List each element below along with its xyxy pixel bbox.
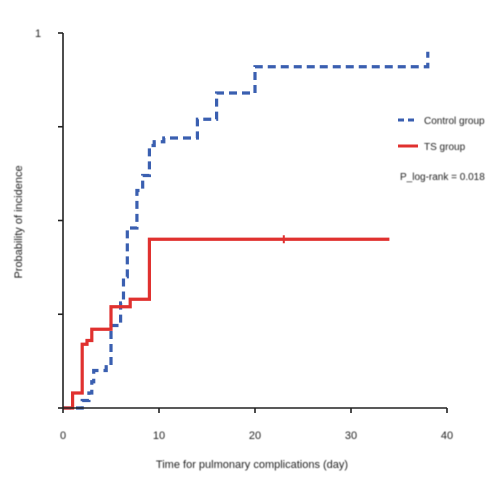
x-tick-label: 40 (441, 430, 453, 442)
x-tick-label: 20 (249, 430, 261, 442)
x-tick-label: 10 (153, 430, 165, 442)
axes: 0 10 20 30 40 1 (35, 28, 453, 442)
y-tick-label: 1 (35, 28, 41, 40)
plot-area (63, 51, 430, 410)
y-axis-title: Probability of incidence (13, 165, 25, 278)
x-tick-label: 0 (60, 430, 66, 442)
p-value-annotation: P_log-rank = 0.018 (400, 172, 485, 183)
legend-label-ts: TS group (424, 142, 466, 153)
x-tick-label: 30 (345, 430, 357, 442)
ts-group-curve (63, 237, 390, 410)
control-group-curve (63, 51, 430, 410)
x-axis-title: Time for pulmonary complications (day) (156, 459, 348, 471)
legend: Control group TS group P_log-rank = 0.01… (398, 116, 485, 183)
legend-label-control: Control group (424, 116, 485, 127)
